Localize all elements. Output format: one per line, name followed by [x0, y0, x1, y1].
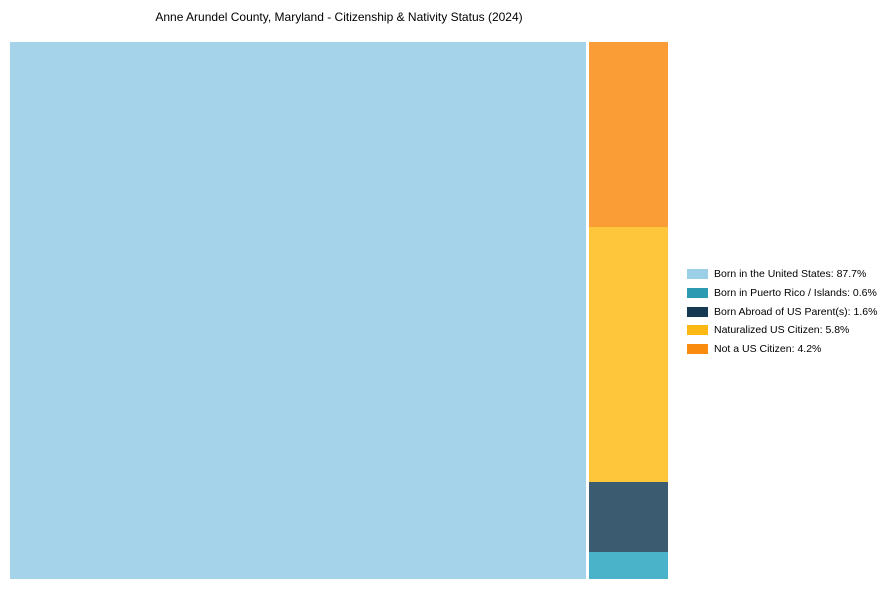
legend-item-not-a-us-citizen: Not a US Citizen: 4.2%	[687, 342, 877, 356]
legend-item-born-abroad-of-us-parent-s: Born Abroad of US Parent(s): 1.6%	[687, 305, 877, 319]
legend-label: Born in Puerto Rico / Islands: 0.6%	[714, 286, 877, 299]
legend-swatch	[687, 325, 708, 336]
treemap-rect-naturalized-us-citizen	[589, 227, 668, 482]
legend-item-naturalized-us-citizen: Naturalized US Citizen: 5.8%	[687, 323, 877, 337]
legend-item-born-in-puerto-rico-islands: Born in Puerto Rico / Islands: 0.6%	[687, 286, 877, 300]
legend-label: Not a US Citizen: 4.2%	[714, 343, 822, 356]
legend-swatch	[687, 306, 708, 317]
treemap-rect-not-a-us-citizen	[589, 42, 668, 227]
treemap-rect-born-in-the-united-states	[10, 42, 586, 579]
legend-swatch	[687, 287, 708, 298]
treemap-rect-born-in-puerto-rico-islands	[589, 552, 668, 579]
legend-label: Born in the United States: 87.7%	[714, 268, 867, 280]
legend-label: Naturalized US Citizen: 5.8%	[714, 324, 850, 337]
legend-swatch	[687, 269, 708, 279]
treemap-plot	[10, 42, 668, 579]
legend-swatch	[687, 344, 708, 355]
treemap-rect-born-abroad-of-us-parent-s	[589, 482, 668, 552]
legend-label: Born Abroad of US Parent(s): 1.6%	[714, 305, 878, 318]
legend-item-born-in-the-united-states: Born in the United States: 87.7%	[687, 267, 877, 281]
chart-title: Anne Arundel County, Maryland - Citizens…	[155, 10, 523, 24]
legend: Born in the United States: 87.7% Born in …	[687, 267, 877, 356]
